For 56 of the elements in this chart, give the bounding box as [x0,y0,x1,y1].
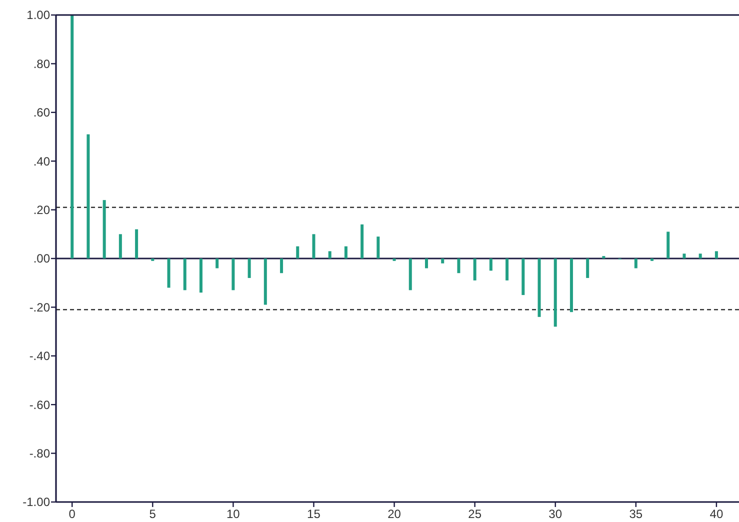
bar [118,234,122,258]
y-tick-label: .00 [33,252,50,266]
bar [86,134,90,258]
bar [489,258,492,271]
bar [586,258,590,278]
bar [570,258,573,312]
y-tick-label: .40 [33,154,50,168]
y-tick-label: -.40 [29,349,50,364]
bar [522,258,525,296]
bar [666,232,670,258]
bar [216,258,219,268]
x-tick-label: 35 [629,507,643,521]
y-tick-label: -.20 [29,300,50,314]
bar [135,229,138,258]
bar [714,251,718,258]
y-tick-label: -1.00 [22,495,50,510]
y-tick-label: -.80 [29,446,50,460]
x-tick-label: 30 [548,507,562,521]
bar [232,258,235,290]
bar [698,254,702,258]
x-tick-label: 15 [307,507,321,521]
bar [424,258,428,268]
bar [376,236,380,258]
bar [183,258,186,290]
bar [408,258,412,290]
bar [167,258,170,288]
x-tick-label: 40 [710,507,724,521]
bar [264,258,267,305]
y-tick-label: -.60 [29,398,50,412]
bar [473,258,476,280]
x-tick-label: 5 [149,507,156,521]
bar [360,224,364,258]
bar [634,258,638,268]
x-tick-label: 0 [68,507,76,521]
x-tick-label: 10 [226,507,240,521]
bar [248,258,251,278]
bar [554,258,557,327]
y-tick-label: 1.00 [26,8,50,22]
bar [296,246,300,258]
bar [328,251,332,258]
bar [280,258,284,274]
bar [457,258,460,274]
y-tick-label: .60 [33,106,50,120]
bar [538,258,541,317]
y-tick-label: .20 [33,203,50,217]
x-tick-label: 20 [388,507,402,521]
bar [199,258,202,293]
y-tick-label: .80 [33,56,50,71]
bar [312,234,316,258]
bar [70,15,74,258]
bar [102,200,106,258]
bar [344,246,348,258]
x-tick-label: 25 [468,507,482,521]
bar [682,254,686,258]
bar [506,258,509,280]
bar [441,258,444,264]
